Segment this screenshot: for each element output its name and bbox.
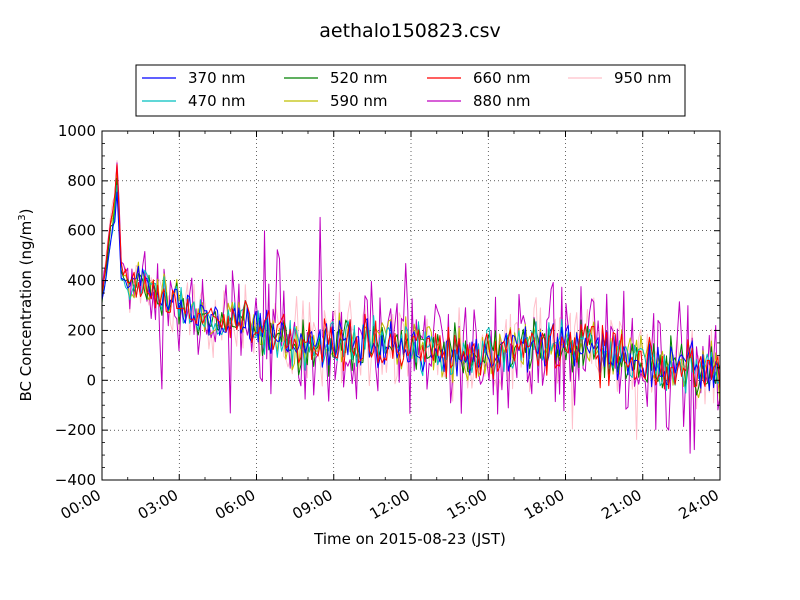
y-axis-label-close: )	[17, 209, 35, 215]
legend-label: 660 nm	[473, 69, 531, 87]
legend-label: 470 nm	[188, 92, 246, 110]
legend-label: 590 nm	[330, 92, 388, 110]
y-axis-label-main: BC Concentration (ng/m	[17, 221, 35, 402]
y-tick-label: 400	[67, 272, 96, 290]
y-tick-labels: 1000 800 600 400 200 0 −200 −400	[55, 122, 96, 489]
series-line-950-nm	[101, 160, 721, 440]
legend: 370 nm 470 nm 520 nm 590 nm 660 nm 880 nm 950 …	[135, 64, 686, 117]
series-line-660-nm	[101, 164, 721, 393]
y-tick-label: 800	[67, 172, 96, 190]
y-axis-label: BC Concentration (ng/m3)	[17, 209, 35, 402]
series-layer	[101, 160, 721, 454]
y-tick-label: 200	[67, 321, 96, 339]
x-axis-label: Time on 2015-08-23 (JST)	[313, 530, 506, 548]
y-tick-label: −400	[55, 471, 96, 489]
y-tick-label: 600	[67, 222, 96, 240]
y-tick-label: 1000	[58, 122, 96, 140]
y-tick-label: 0	[86, 371, 96, 389]
series-line-370-nm	[101, 191, 721, 392]
legend-label: 880 nm	[473, 92, 531, 110]
legend-label: 950 nm	[614, 69, 672, 87]
y-axis-label-superscript: 3	[17, 214, 28, 220]
legend-label: 520 nm	[330, 69, 388, 87]
y-tick-label: −200	[55, 421, 96, 439]
chart-title: aethalo150823.csv	[319, 20, 501, 42]
ticks	[101, 130, 721, 481]
legend-box	[135, 64, 686, 117]
legend-label: 370 nm	[188, 69, 246, 87]
